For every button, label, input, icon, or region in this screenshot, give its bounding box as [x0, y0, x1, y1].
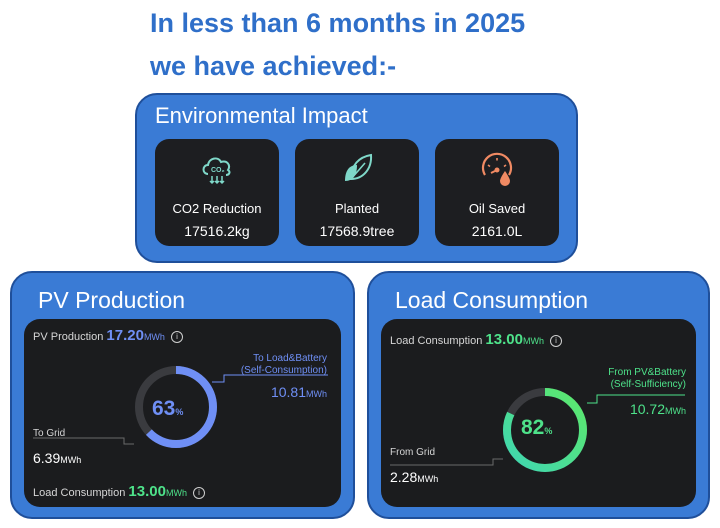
pv-production-title: PV Production: [38, 287, 186, 313]
pv-load-consumption-info-icon[interactable]: i: [193, 487, 206, 499]
co2-reduction-value: 17516.2kg: [184, 223, 250, 239]
pv-load-consumption-value: 13.00: [128, 483, 166, 500]
svg-text:CO₂: CO₂: [211, 167, 225, 174]
load-from-grid-label: From Grid: [390, 447, 435, 458]
planted-tile: Planted 17568.9tree: [295, 139, 419, 246]
oil-saved-tile: Oil Saved 2161.0L: [435, 139, 559, 246]
load-grid-value: 2.28: [390, 469, 418, 485]
pv-self-label-line2: (Self-Consumption): [240, 365, 327, 376]
pv-to-grid-label: To Grid: [33, 428, 66, 439]
environmental-impact-title: Environmental Impact: [155, 103, 368, 128]
headline-line-2: we have achieved:-: [150, 51, 397, 81]
load-donut-arc: [503, 388, 587, 472]
load-leader-lines: [390, 394, 685, 466]
load-self-unit: MWh: [665, 406, 686, 416]
load-consumption-panel: Load Consumption Load Consumption 13.00M…: [367, 271, 710, 519]
load-consumption-stat: Load Consumption 13.00MWh i: [390, 331, 563, 348]
load-grid-unit: MWh: [417, 474, 439, 484]
pv-production-unit: MWh: [143, 332, 165, 342]
load-consumption-unit: MWh: [522, 336, 544, 346]
load-percent-unit: %: [544, 426, 553, 436]
pv-percent-unit: %: [175, 407, 184, 417]
load-consumption-value: 13.00: [485, 331, 523, 348]
pv-grid-value: 6.39: [33, 450, 61, 466]
load-percent-value: 82: [521, 416, 545, 439]
pv-load-consumption-unit: MWh: [165, 488, 187, 498]
pv-production-stat: PV Production 17.20MWh i: [33, 327, 183, 344]
environmental-impact-panel: Environmental Impact CO₂ CO2 Reduction 1…: [135, 93, 578, 263]
load-consumption-info-icon[interactable]: i: [550, 335, 563, 347]
leaf-icon: [345, 153, 373, 181]
pv-percent-value: 63: [152, 397, 176, 420]
load-consumption-label: Load Consumption: [390, 335, 483, 347]
pv-self-value: 10.81: [270, 384, 306, 400]
oil-gauge-icon: [481, 152, 513, 186]
pv-production-panel: PV Production PV Production 17.20MWh i 6…: [10, 271, 355, 519]
planted-value: 17568.9tree: [319, 223, 395, 239]
pv-self-consumption-label: To Load&Battery (Self-Consumption): [241, 353, 327, 377]
pv-self-label-line1: To Load&Battery: [253, 353, 327, 364]
pv-load-consumption-stat: Load Consumption 13.00MWh i: [33, 483, 206, 500]
load-percent: 82%: [521, 416, 552, 440]
load-consumption-card: Load Consumption 13.00MWh i 82% From PV&…: [381, 319, 696, 507]
pv-leader-lines: [33, 374, 328, 445]
load-donut: [503, 388, 587, 472]
load-self-value: 10.72: [629, 401, 665, 417]
pv-production-label: PV Production: [33, 331, 104, 343]
co2-reduction-label: CO2 Reduction: [172, 201, 262, 216]
pv-production-card: PV Production 17.20MWh i 63% To Load&Bat…: [24, 319, 341, 507]
load-self-sufficiency-value: 10.72MWh: [630, 401, 686, 417]
load-from-grid-value: 2.28MWh: [390, 469, 438, 485]
pv-donut-arc: [135, 366, 217, 448]
headline-line-1: In less than 6 months in 2025: [150, 8, 526, 38]
load-consumption-title: Load Consumption: [395, 287, 589, 313]
load-self-label-line1: From PV&Battery: [608, 367, 686, 378]
pv-production-value: 17.20: [106, 327, 144, 344]
planted-label: Planted: [334, 201, 380, 216]
pv-load-consumption-label: Load Consumption: [33, 487, 126, 499]
pv-donut: [135, 366, 217, 448]
pv-self-consumption-value: 10.81MWh: [271, 384, 327, 400]
pv-production-info-icon[interactable]: i: [171, 331, 183, 343]
pv-self-unit: MWh: [306, 389, 327, 399]
oil-saved-label: Oil Saved: [468, 201, 526, 216]
pv-grid-unit: MWh: [60, 455, 82, 465]
pv-percent: 63%: [152, 397, 183, 421]
load-self-sufficiency-label: From PV&Battery (Self-Sufficiency): [608, 367, 686, 391]
load-self-label-line2: (Self-Sufficiency): [610, 379, 686, 390]
co2-reduction-tile: CO₂ CO2 Reduction 17516.2kg: [155, 139, 279, 246]
pv-to-grid-value: 6.39MWh: [33, 450, 81, 466]
co2-cloud-icon: CO₂: [202, 157, 231, 185]
oil-saved-value: 2161.0L: [471, 223, 523, 239]
